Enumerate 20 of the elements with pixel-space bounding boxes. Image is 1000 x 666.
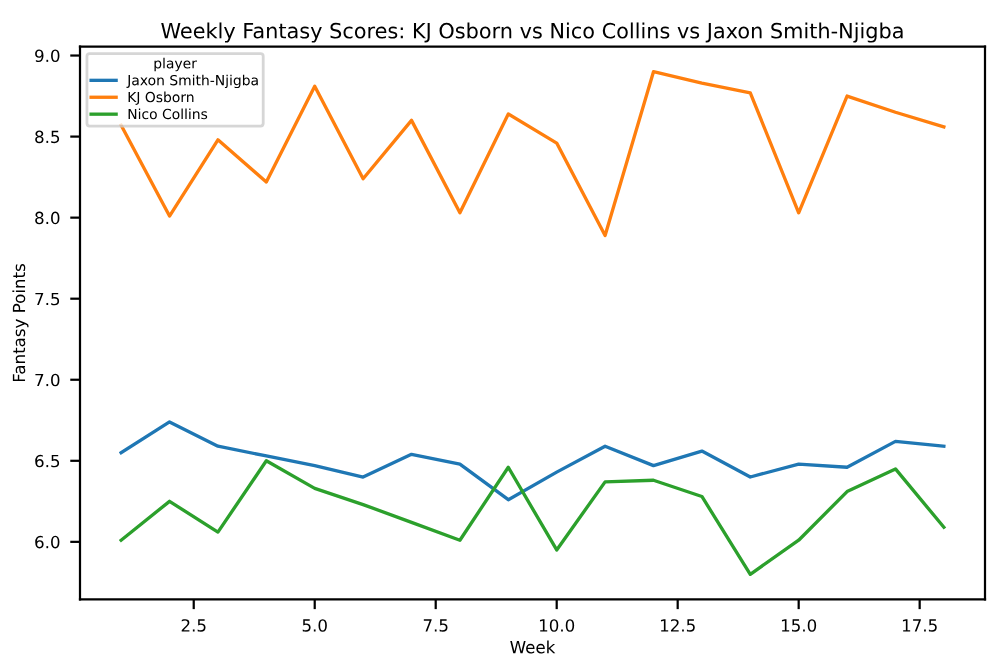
x-tick-label: 12.5 bbox=[660, 619, 695, 632]
x-tick-label: 2.5 bbox=[181, 619, 206, 632]
line-series bbox=[119, 70, 946, 238]
y-tick-label: 6.0 bbox=[35, 535, 60, 549]
x-tick-label: 7.5 bbox=[423, 619, 448, 632]
y-tick-label: 6.5 bbox=[35, 454, 60, 468]
y-tick-label: 8.0 bbox=[35, 211, 60, 225]
line-series bbox=[119, 420, 946, 502]
y-tick-label: 7.5 bbox=[35, 292, 60, 306]
x-axis-title: Week bbox=[510, 640, 556, 654]
x-tick-label: 5.0 bbox=[302, 619, 327, 632]
x-tick-label: 15.0 bbox=[781, 619, 817, 632]
y-tick-label: 7.0 bbox=[35, 373, 60, 387]
y-tick-label: 8.5 bbox=[35, 130, 60, 144]
x-tick-label: 17.5 bbox=[902, 619, 937, 632]
line-series bbox=[119, 459, 946, 576]
chart-title: Weekly Fantasy Scores: KJ Osborn vs Nico Collins vs Jaxon Smith-Njigba bbox=[161, 22, 903, 43]
x-tick-label: 10.0 bbox=[539, 619, 575, 632]
y-axis-title: Fantasy Points bbox=[12, 264, 29, 382]
y-tick-label: 9.0 bbox=[35, 49, 60, 63]
